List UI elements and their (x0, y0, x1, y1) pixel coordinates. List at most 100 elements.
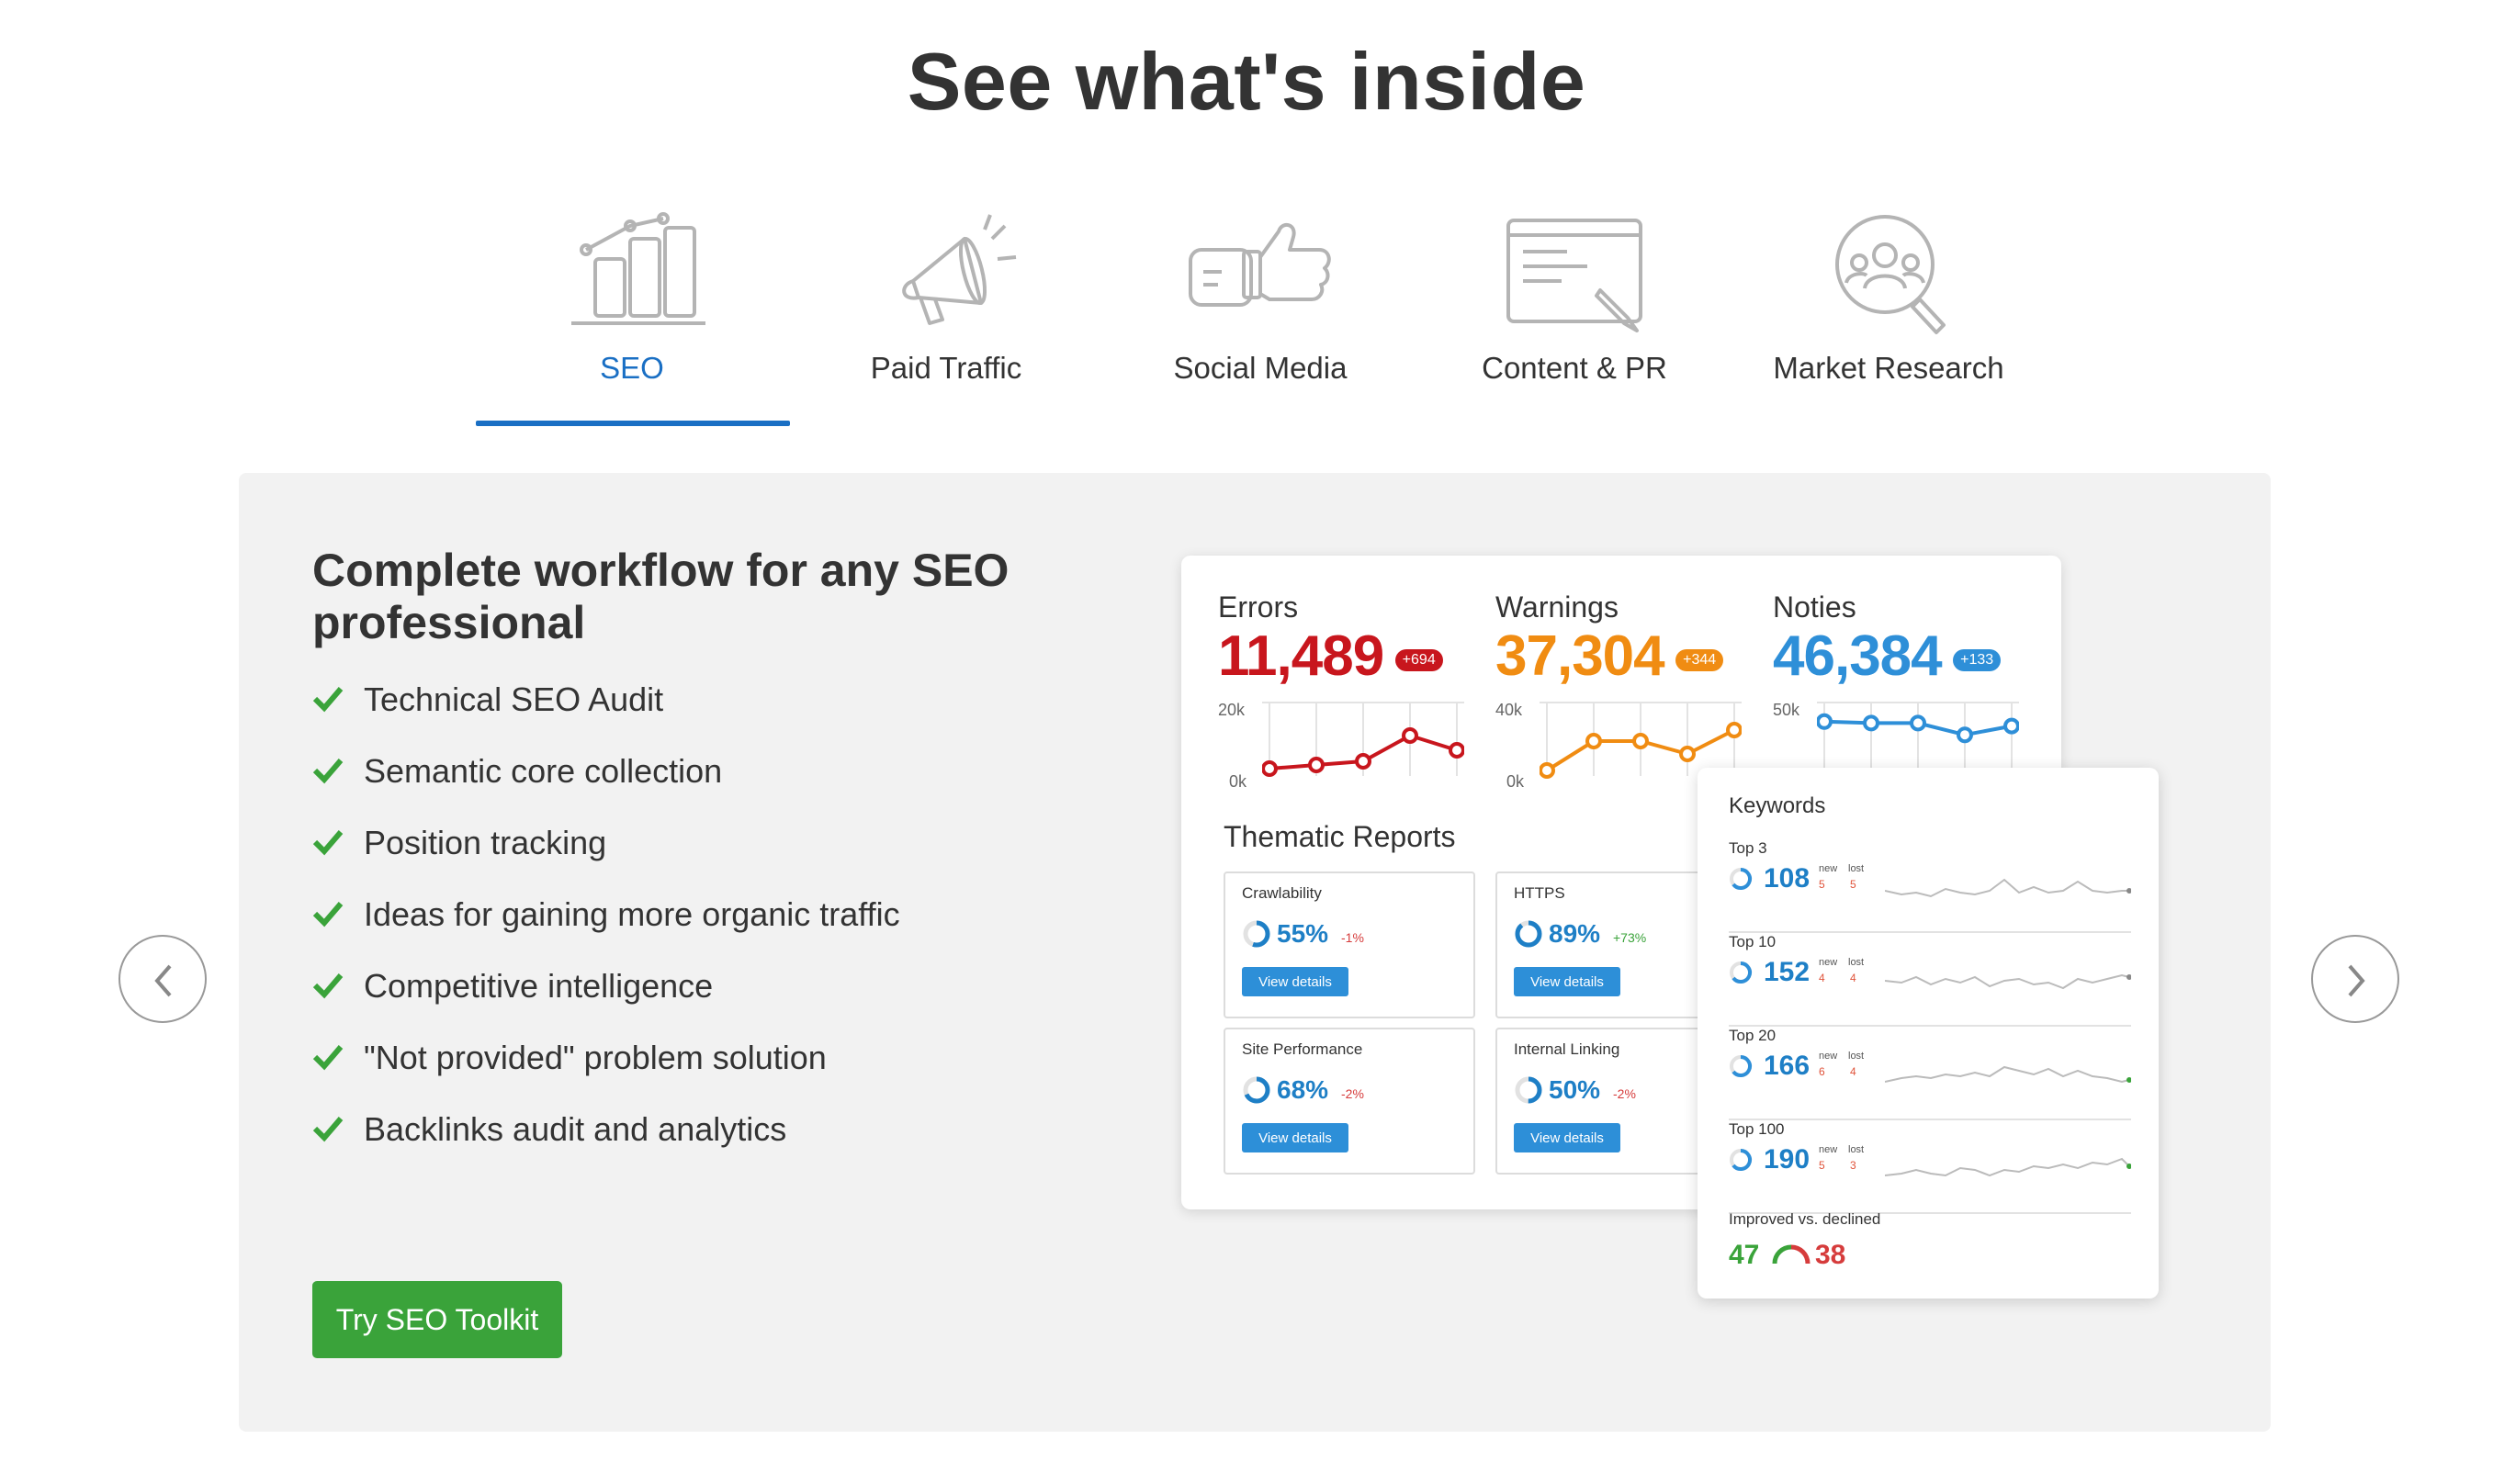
feature-text: Technical SEO Audit (364, 680, 664, 718)
keyword-count: 152 (1764, 957, 1811, 987)
improved-count: 47 (1729, 1240, 1760, 1270)
tab-content-pr[interactable]: Content & PR (1418, 202, 1731, 427)
try-seo-toolkit-button[interactable]: Try SEO Toolkit (312, 1281, 562, 1358)
ring-progress (1515, 920, 1542, 948)
feature-item: Competitive intelligence (312, 966, 900, 1038)
sparkline-point (1910, 714, 1926, 732)
declined-count: 38 (1815, 1240, 1846, 1270)
tab-seo[interactable]: SEO (476, 202, 788, 427)
ring-progress (1515, 1076, 1542, 1104)
check-icon (312, 759, 344, 784)
sparkline-point (1863, 714, 1879, 732)
y-tick-label: 20k (1218, 701, 1246, 719)
sparkline-point (1402, 727, 1418, 744)
sparkline-point (1726, 722, 1742, 738)
new-label: new (1819, 1144, 1838, 1155)
feature-text: Ideas for gaining more organic traffic (364, 895, 900, 933)
feature-item: Ideas for gaining more organic traffic (312, 894, 900, 966)
sparkline-point (1540, 762, 1555, 779)
warnings-metric: Warnings 37,304 +344 (1495, 590, 1724, 689)
sparkline-point (1449, 742, 1464, 759)
progress-ring-icon (1515, 1076, 1542, 1104)
metric-value: 37,304 (1495, 624, 1665, 688)
check-icon (312, 1045, 344, 1071)
keyword-label: Top 20 (1729, 1027, 1777, 1044)
metric-badge: +344 (1675, 649, 1724, 671)
sparkline-point (1679, 746, 1696, 762)
previous-slide-button[interactable] (118, 935, 207, 1023)
metric-label: Noties (1773, 590, 1856, 624)
report-percent: 89% (1549, 919, 1601, 948)
view-details-button[interactable]: View details (1242, 1123, 1348, 1152)
tab-social-media[interactable]: Social Media (1104, 202, 1416, 427)
tab-label: Content & PR (1482, 351, 1667, 385)
keyword-sparkline (1885, 878, 2131, 898)
metric-value: 46,384 (1773, 624, 1943, 688)
report-percent: 68% (1277, 1075, 1329, 1104)
lost-count: 3 (1850, 1159, 1856, 1172)
report-site-performance: Site Performance 68% -2% View details (1224, 1028, 1475, 1175)
feature-text: Competitive intelligence (364, 967, 714, 1005)
report-percent: 50% (1549, 1075, 1601, 1104)
new-label: new (1819, 1051, 1838, 1062)
tab-label: SEO (600, 351, 664, 385)
check-icon (312, 830, 344, 856)
feature-item: Position tracking (312, 823, 900, 894)
keyword-label: Top 3 (1729, 839, 1767, 857)
check-icon (312, 1117, 344, 1142)
metric-value: 11,489 (1218, 624, 1384, 688)
lost-label: lost (1848, 957, 1865, 968)
sparkline-point (1585, 733, 1602, 749)
tab-label: Social Media (1173, 351, 1348, 385)
ring-progress (1243, 920, 1270, 948)
notices-sparkline (1817, 702, 2019, 776)
sparkline-point (1632, 733, 1649, 749)
lost-count: 5 (1850, 878, 1856, 891)
keyword-row-top10: Top 10 152 new lost 4 4 (1729, 933, 2131, 1027)
feature-text: Semantic core collection (364, 752, 723, 790)
thumbs-up-icon (1189, 222, 1331, 307)
ring-progress (1243, 1076, 1270, 1104)
keyword-count: 108 (1764, 863, 1811, 894)
megaphone-icon (902, 214, 1017, 325)
view-details-button[interactable]: View details (1242, 967, 1348, 996)
new-count: 4 (1819, 972, 1825, 984)
keyword-row-top20: Top 20 166 new lost 6 4 (1729, 1027, 2131, 1120)
tab-market-research[interactable]: Market Research (1732, 202, 2045, 427)
progress-ring-icon (1730, 868, 1752, 890)
progress-ring-icon (1243, 1076, 1270, 1104)
document-pen-icon (1506, 219, 1642, 332)
chevron-left-icon (154, 964, 172, 997)
keyword-sparkline (1885, 1157, 2131, 1177)
sparkline-point (1817, 713, 1833, 730)
report-delta: -1% (1341, 930, 1364, 945)
keywords-title: Keywords (1729, 793, 1826, 818)
metric-badge: +133 (1953, 649, 2002, 671)
report-https: HTTPS 89% +73% View details (1495, 871, 1747, 1018)
view-details-button[interactable]: View details (1514, 1123, 1620, 1152)
notices-metric: Noties 46,384 +133 (1773, 590, 2002, 689)
new-count: 5 (1819, 1159, 1825, 1172)
keyword-row-top3: Top 3 108 new lost 5 5 (1729, 839, 2131, 933)
next-slide-button[interactable] (2311, 935, 2399, 1023)
metric-label: Errors (1218, 590, 1299, 624)
report-name: Site Performance (1242, 1040, 1363, 1058)
keyword-sparkline (1885, 1065, 2131, 1084)
tab-label: Paid Traffic (870, 351, 1022, 385)
feature-item: Technical SEO Audit (312, 680, 900, 751)
keywords-card: Keywords Top 3 108 new lost 5 5 Top 10 1… (1698, 768, 2159, 1298)
sparkline-point (1262, 760, 1278, 777)
y-tick-label: 40k (1495, 701, 1523, 719)
gauge-icon (1772, 1244, 1811, 1265)
sparkline-point (2003, 717, 2019, 735)
report-percent: 55% (1277, 919, 1329, 948)
chevron-right-icon (2348, 964, 2365, 997)
keyword-row-top100: Top 100 190 new lost 5 3 (1729, 1120, 2131, 1214)
feature-text: Backlinks audit and analytics (364, 1110, 787, 1148)
view-details-button[interactable]: View details (1514, 967, 1620, 996)
report-name: Crawlability (1242, 884, 1322, 902)
warnings-sparkline (1540, 702, 1742, 779)
tab-paid-traffic[interactable]: Paid Traffic (790, 202, 1102, 427)
check-icon (312, 973, 344, 999)
panel-title: Complete workflow for any SEO profession… (312, 545, 1010, 648)
